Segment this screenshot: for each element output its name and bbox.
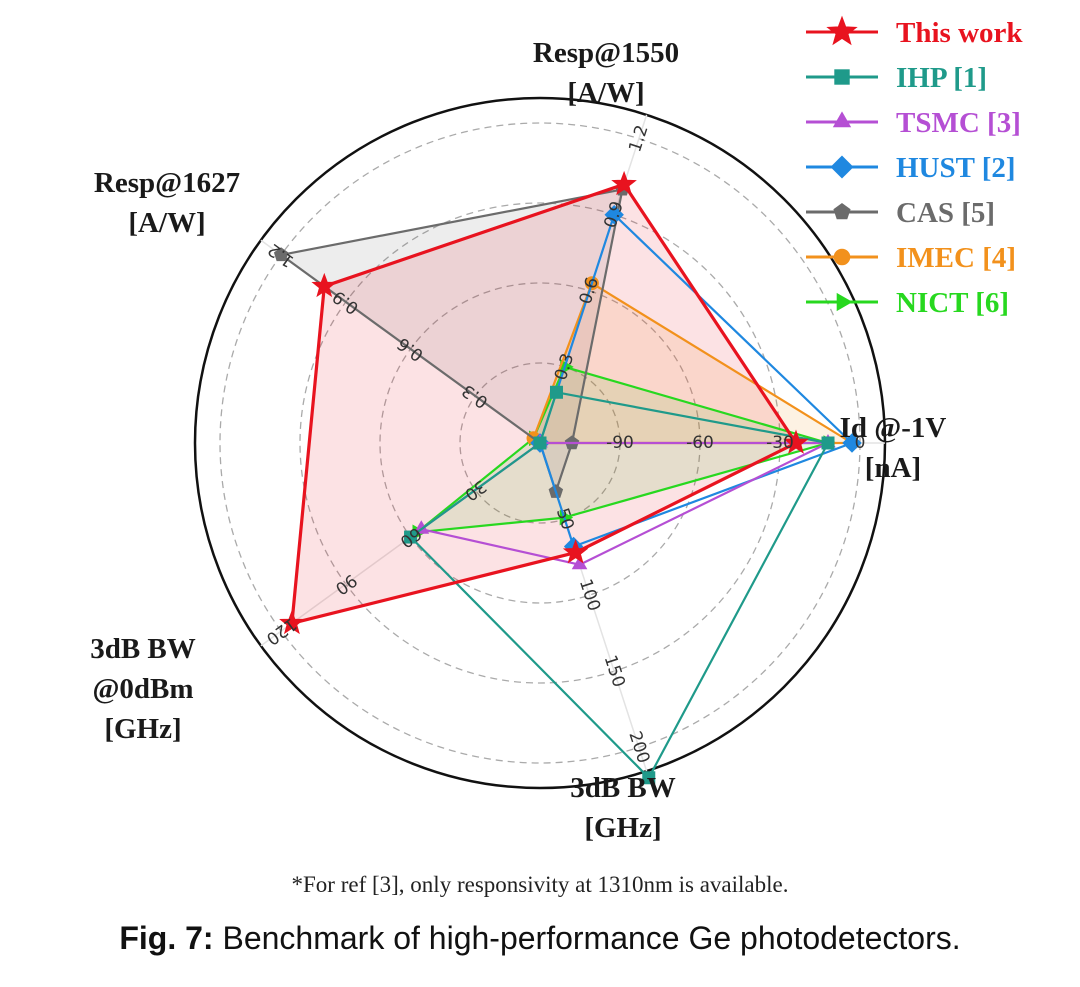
point-cas-5-resp1627	[273, 247, 289, 262]
axis-title-line: [A/W]	[128, 207, 205, 239]
point-ihp-1-bw0dbm	[404, 530, 418, 544]
legend-entry-ihp-1: IHP [1]	[806, 62, 987, 94]
legend-marker-ihp-1	[834, 69, 850, 85]
axis-title-line: [A/W]	[567, 77, 644, 109]
point-this-work-bw0dbm	[279, 609, 305, 635]
legend-entry-hust-2: HUST [2]	[806, 152, 1016, 184]
tick-bw-4: 200	[624, 729, 653, 766]
axis-title-line: 3dB BW	[570, 772, 676, 804]
footnote: *For ref [3], only responsivity at 1310n…	[291, 872, 789, 897]
series-ihp-1	[404, 385, 835, 785]
axis-title-line: [nA]	[865, 452, 921, 484]
series-this-work	[279, 170, 809, 635]
legend-marker-this-work	[826, 15, 858, 46]
series-fill-cas-5	[281, 189, 623, 492]
legend-marker-tsmc-3	[832, 111, 852, 128]
series-lines	[273, 170, 862, 785]
legend-marker-cas-5	[833, 202, 851, 220]
tick-id-1: -90	[606, 433, 634, 453]
legend-label-cas-5: CAS [5]	[896, 197, 995, 229]
axis-title-line: Resp@1550	[533, 37, 679, 69]
legend: This work IHP [1] TSMC [3] HUST [2] CAS [5] I…	[806, 15, 1023, 319]
axis-title-line: 3dB BW	[90, 633, 196, 665]
tick-id-3: -30	[766, 433, 794, 453]
figure-caption: Fig. 7: Benchmark of high-performance Ge…	[0, 920, 1080, 957]
caption-label: Fig. 7:	[119, 920, 214, 956]
tick-id-4: 0	[855, 433, 866, 453]
series-line-ihp-1	[409, 391, 830, 779]
series-fills	[281, 184, 852, 624]
axis-title-line: [GHz]	[104, 713, 181, 745]
point-this-work-id	[783, 429, 809, 454]
radar-chart: 0.30.60.91.2-90 -60 -30 0501001502003060901…	[90, 15, 1023, 844]
legend-label-imec-4: IMEC [4]	[896, 242, 1016, 274]
legend-marker-hust-2	[830, 155, 854, 179]
point-ihp-1-bw	[642, 771, 656, 785]
axis-title-line: Resp@1627	[94, 167, 240, 199]
axis-title-bw0dbm: 3dB BW @0dBm [GHz]	[90, 633, 196, 745]
axis-title-resp1627: Resp@1627 [A/W]	[94, 167, 240, 239]
axis-title-bw: 3dB BW [GHz]	[570, 772, 676, 844]
tick-bw-3: 150	[600, 653, 629, 690]
legend-marker-imec-4	[833, 248, 851, 266]
point-ihp-1-resp1550	[549, 385, 563, 399]
point-ihp-1-resp1627	[533, 436, 547, 450]
legend-marker-nict-6	[836, 292, 853, 312]
tick-id-2: -60	[686, 433, 714, 453]
series-fill-this-work	[291, 184, 796, 624]
legend-entry-tsmc-3: TSMC [3]	[806, 107, 1021, 139]
legend-entry-cas-5: CAS [5]	[806, 197, 995, 229]
axis-title-resp1550: Resp@1550 [A/W]	[533, 37, 679, 109]
legend-label-tsmc-3: TSMC [3]	[896, 107, 1021, 139]
point-ihp-1-id	[821, 436, 835, 450]
point-hust-2-id	[842, 433, 862, 453]
tick-resp1627-4: 1.2	[264, 239, 298, 271]
axis-title-line: @0dBm	[92, 673, 193, 705]
axis-title-line: Id @-1V	[840, 412, 947, 444]
point-this-work-resp1550	[611, 170, 637, 196]
tick-bw-2: 100	[575, 577, 604, 614]
legend-label-ihp-1: IHP [1]	[896, 62, 987, 94]
caption-text: Benchmark of high-performance Ge photode…	[213, 920, 961, 956]
legend-label-this-work: This work	[896, 17, 1023, 49]
axis-titles: Resp@1550 [A/W]Id @-1V [nA]3dB BW [GHz]3dB …	[90, 37, 946, 844]
series-fill-nict-6	[417, 366, 828, 533]
axis-title-id: Id @-1V [nA]	[840, 412, 947, 484]
tick-resp1550-4: 1.2	[625, 123, 652, 155]
axis-title-line: [GHz]	[584, 812, 661, 844]
legend-entry-imec-4: IMEC [4]	[806, 242, 1016, 274]
point-this-work-bw	[562, 539, 589, 564]
point-this-work-resp1627	[311, 272, 338, 298]
legend-label-nict-6: NICT [6]	[896, 287, 1009, 319]
legend-entry-nict-6: NICT [6]	[806, 287, 1009, 319]
legend-label-hust-2: HUST [2]	[896, 152, 1016, 184]
point-hust-2-resp1550	[604, 204, 624, 225]
legend-entry-this-work: This work	[806, 15, 1023, 49]
series-line-this-work	[290, 182, 798, 625]
